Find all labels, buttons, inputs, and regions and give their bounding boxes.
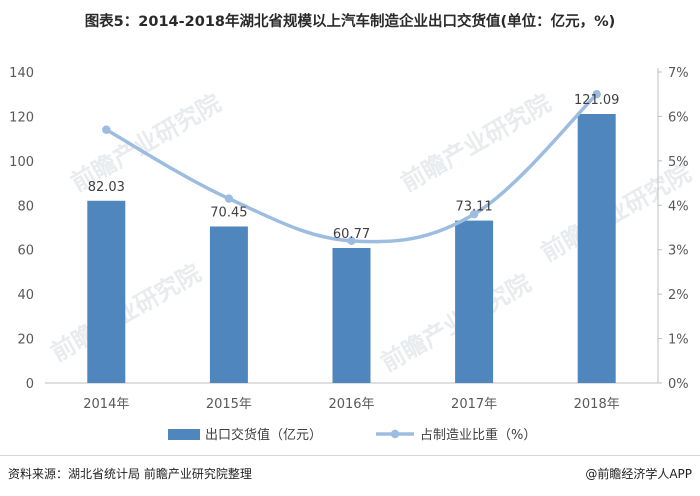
legend-swatch-point xyxy=(390,429,400,439)
y-right-tick-label: 2% xyxy=(668,288,689,303)
watermark-text: 前瞻产业研究院 xyxy=(46,259,205,367)
x-tick-label: 2018年 xyxy=(574,397,620,412)
bar xyxy=(209,226,248,383)
y-right-tick-label: 4% xyxy=(668,199,689,214)
bar-value-label: 73.11 xyxy=(455,200,492,215)
bar xyxy=(455,220,494,383)
y-left-tick-label: 120 xyxy=(9,110,34,125)
bar-value-label: 70.45 xyxy=(210,206,247,221)
footer: 资料来源：湖北省统计局 前瞻产业研究院整理 @前瞻经济学人APP xyxy=(0,455,700,496)
bar xyxy=(87,200,126,383)
y-left-tick-label: 40 xyxy=(17,288,34,303)
y-right-tick-label: 1% xyxy=(668,333,689,348)
bar xyxy=(332,248,371,383)
y-left-tick-label: 140 xyxy=(9,66,34,81)
x-tick-label: 2017年 xyxy=(451,397,497,412)
bar xyxy=(577,114,616,384)
y-right-tick-label: 6% xyxy=(668,110,689,125)
y-right-tick-label: 3% xyxy=(668,244,689,259)
y-right-tick-label: 7% xyxy=(668,66,689,81)
y-right-tick-label: 0% xyxy=(668,377,689,392)
line-point xyxy=(102,125,111,134)
x-tick-label: 2016年 xyxy=(328,397,374,412)
credit-note: @前瞻经济学人APP xyxy=(585,467,692,481)
y-left-tick-label: 80 xyxy=(17,199,34,214)
line-point xyxy=(224,194,234,203)
line-point xyxy=(469,209,479,219)
bar-value-label: 82.03 xyxy=(88,180,125,195)
legend-label-bar: 出口交货值（亿元） xyxy=(205,427,322,443)
y-left-tick-label: 100 xyxy=(9,155,34,170)
chart-title: 图表5：2014-2018年湖北省规模以上汽车制造企业出口交货值(单位：亿元，%… xyxy=(84,14,616,30)
source-note: 资料来源：湖北省统计局 前瞻产业研究院整理 xyxy=(8,467,252,481)
line-point xyxy=(592,90,601,99)
y-left-tick-label: 20 xyxy=(17,333,34,348)
legend-label-line: 占制造业比重（%） xyxy=(420,427,536,443)
y-right-tick-label: 5% xyxy=(668,155,689,170)
watermark-text: 前瞻产业研究院 xyxy=(396,89,555,197)
x-tick-label: 2014年 xyxy=(83,397,129,412)
y-left-tick-label: 0 xyxy=(26,377,34,392)
x-tick-label: 2015年 xyxy=(206,397,252,412)
y-left-tick-label: 60 xyxy=(17,244,34,259)
bar-value-label: 60.77 xyxy=(333,227,370,242)
bar-value-label: 121.09 xyxy=(574,93,620,108)
chart-canvas: 前瞻产业研究院前瞻产业研究院前瞻产业研究院前瞻产业研究院前瞻产业研究院02040… xyxy=(9,66,696,443)
legend-swatch-bar xyxy=(168,429,200,440)
line-point xyxy=(347,236,356,246)
